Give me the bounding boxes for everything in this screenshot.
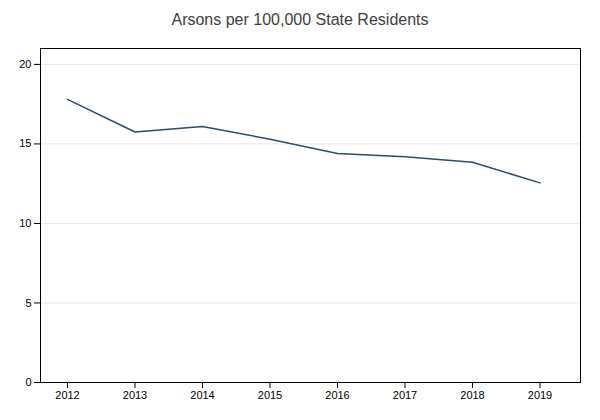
svg-text:2014: 2014 xyxy=(190,389,214,401)
svg-text:2018: 2018 xyxy=(460,389,484,401)
svg-text:5: 5 xyxy=(25,296,31,308)
svg-text:20: 20 xyxy=(19,58,31,70)
svg-text:10: 10 xyxy=(19,217,31,229)
svg-text:2016: 2016 xyxy=(325,389,349,401)
svg-text:2017: 2017 xyxy=(393,389,417,401)
html-text:Arsons per 100,000 State Resid: Arsons per 100,000 State Residents xyxy=(171,11,429,28)
svg-text:2013: 2013 xyxy=(123,389,147,401)
svg-text:15: 15 xyxy=(19,137,31,149)
svg-text:2012: 2012 xyxy=(55,389,79,401)
svg-text:0: 0 xyxy=(25,376,31,388)
svg-text:2015: 2015 xyxy=(258,389,282,401)
svg-text:2019: 2019 xyxy=(528,389,552,401)
